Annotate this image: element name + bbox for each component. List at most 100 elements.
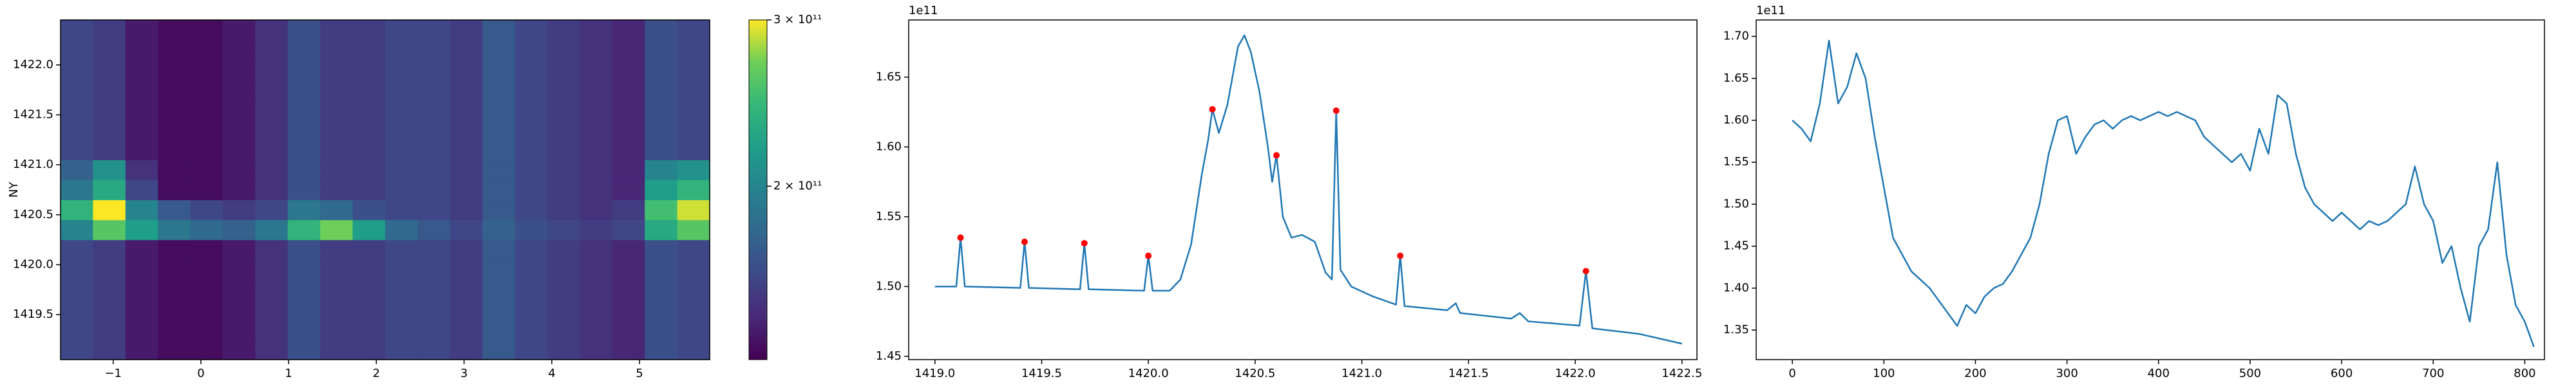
heat-cell	[417, 80, 451, 100]
heat-cell	[515, 80, 548, 100]
heat-cell	[580, 299, 613, 320]
heat-cell	[352, 319, 386, 340]
heat-cell	[158, 179, 191, 201]
heat-cell	[287, 179, 321, 201]
heat-cell	[580, 120, 613, 140]
heat-cell	[547, 179, 580, 201]
heat-cell	[677, 279, 710, 300]
heat-cell	[385, 160, 418, 181]
heat-cell	[190, 40, 223, 60]
heat-cell	[320, 160, 354, 181]
heat-cell	[287, 239, 321, 261]
heat-cell	[612, 120, 645, 140]
heat-cell	[450, 179, 483, 201]
heat-cell	[515, 40, 548, 60]
heat-cell	[190, 299, 223, 320]
heat-cell	[255, 160, 289, 181]
heat-cell	[580, 40, 613, 60]
x-tick-label: 1420.0	[1128, 367, 1169, 380]
colorbar	[748, 19, 768, 360]
heat-cell	[352, 80, 386, 100]
heat-cell	[352, 179, 386, 201]
heat-cell	[385, 199, 418, 221]
heat-cell	[255, 319, 289, 340]
heat-cell	[287, 160, 321, 181]
heat-cell	[320, 219, 354, 241]
heat-cell	[190, 80, 223, 100]
heat-cell	[287, 199, 321, 221]
heat-cell	[158, 40, 191, 60]
heat-cell	[482, 40, 516, 60]
x-tick-label: 2	[373, 367, 380, 380]
peak-marker	[1273, 152, 1280, 159]
heat-cell	[645, 259, 678, 280]
heat-cell	[547, 80, 580, 100]
x-tick-label: 1421.0	[1341, 367, 1382, 380]
x-tick-label: 1419.0	[914, 367, 955, 380]
heat-cell	[61, 319, 93, 340]
x-tick-label: 500	[2239, 367, 2261, 380]
heat-cell	[645, 199, 678, 221]
x-tick-label: 1422.5	[1662, 367, 1702, 380]
heat-cell	[417, 299, 451, 320]
y-tick-label: 1.50	[876, 279, 902, 293]
heat-cell	[190, 199, 223, 221]
heat-cell	[352, 239, 386, 261]
y-tick-label: 1420.5	[13, 208, 53, 221]
heat-cell	[450, 100, 483, 120]
y-tick-label: 1.60	[876, 140, 902, 153]
heat-cell	[158, 239, 191, 261]
heat-cell	[612, 60, 645, 80]
panel: 1419.0 1419.5 1420.0 1420.5 1421.0 1421.5 1422…	[876, 4, 1702, 380]
x-tick-label: 1420.5	[1235, 367, 1275, 380]
heat-cell	[190, 160, 223, 181]
heat-cell	[612, 20, 645, 41]
y-offset-label: 1e11	[1756, 4, 1785, 17]
heat-cell	[612, 259, 645, 280]
heat-cell	[547, 60, 580, 80]
heat-cell	[223, 219, 256, 241]
heat-cell	[93, 60, 126, 80]
heat-cell	[580, 219, 613, 241]
heat-cell	[450, 199, 483, 221]
heat-cell	[547, 339, 580, 360]
heat-cell	[515, 319, 548, 340]
heat-cell	[352, 279, 386, 300]
heat-cell	[93, 319, 126, 340]
heat-cell	[190, 179, 223, 201]
heat-cell	[320, 100, 354, 120]
heat-cell	[482, 299, 516, 320]
heat-cell	[158, 80, 191, 100]
heat-cell	[482, 179, 516, 201]
heat-cell	[93, 100, 126, 120]
heat-cell	[255, 339, 289, 360]
x-tick-label: 600	[2331, 367, 2353, 380]
y-tick-label: 1.60	[1723, 113, 1749, 127]
heat-cell	[385, 40, 418, 60]
x-tick-label: 0	[197, 367, 204, 380]
peak-marker	[1209, 106, 1216, 113]
heat-cell	[547, 299, 580, 320]
heat-cell	[352, 120, 386, 140]
heat-cell	[645, 80, 678, 100]
colorbar-tick-label: 2 × 10¹¹	[773, 179, 822, 192]
heat-cell	[93, 279, 126, 300]
heat-cell	[677, 339, 710, 360]
heat-cell	[385, 299, 418, 320]
heat-cell	[255, 299, 289, 320]
heat-cell	[61, 40, 93, 60]
heat-cell	[677, 179, 710, 201]
heat-cell	[482, 80, 516, 100]
heat-cell	[61, 140, 93, 161]
line	[1792, 39, 2535, 347]
heat-cell	[677, 60, 710, 80]
heat-cell	[93, 219, 126, 241]
heat-cell	[580, 20, 613, 41]
peak-marker	[957, 234, 964, 241]
heat-cell	[190, 239, 223, 261]
heat-cell	[580, 140, 613, 161]
heat-cell	[223, 319, 256, 340]
heat-cell	[255, 20, 289, 41]
heat-cell	[352, 199, 386, 221]
